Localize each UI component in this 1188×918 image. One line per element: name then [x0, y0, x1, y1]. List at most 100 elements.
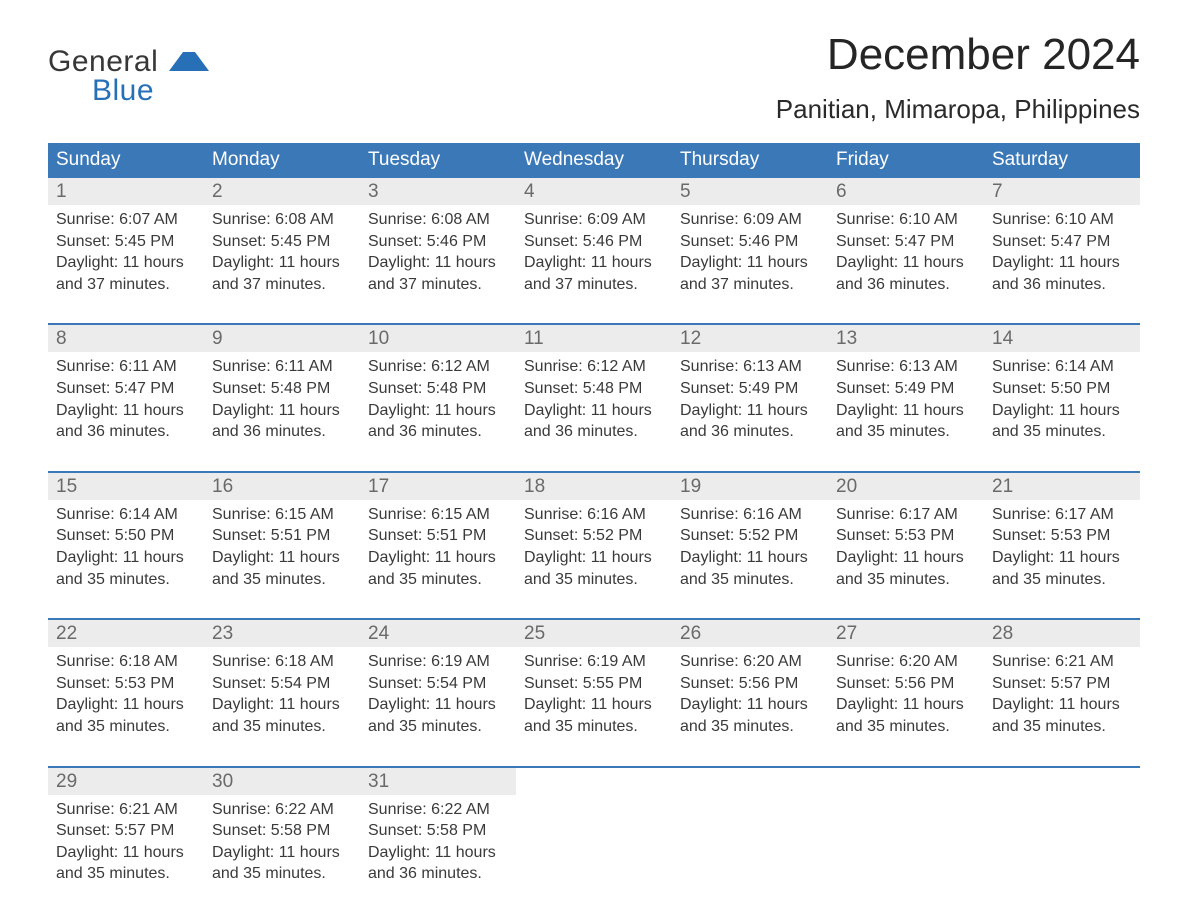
day-number: [672, 768, 828, 795]
day-cell: Sunrise: 6:17 AMSunset: 5:53 PMDaylight:…: [828, 500, 984, 619]
day-cell: [672, 795, 828, 895]
weekday-header: Sunday: [48, 143, 204, 178]
day-number: 4: [516, 178, 672, 205]
logo-line2: Blue: [92, 77, 209, 106]
day-number: 29: [48, 768, 204, 795]
day-number: 19: [672, 473, 828, 500]
day-cell: Sunrise: 6:10 AMSunset: 5:47 PMDaylight:…: [828, 205, 984, 324]
logo: General Blue: [48, 48, 209, 105]
day-number: 8: [48, 325, 204, 352]
sunset-line: Sunset: 5:46 PM: [524, 231, 664, 253]
day-number: 27: [828, 620, 984, 647]
day-cell: Sunrise: 6:20 AMSunset: 5:56 PMDaylight:…: [672, 647, 828, 766]
sunrise-line: Sunrise: 6:19 AM: [524, 651, 664, 673]
sunrise-line: Sunrise: 6:22 AM: [212, 799, 352, 821]
day-cell: Sunrise: 6:09 AMSunset: 5:46 PMDaylight:…: [516, 205, 672, 324]
sunset-line: Sunset: 5:52 PM: [524, 525, 664, 547]
daylight-line: Daylight: 11 hours and 35 minutes.: [56, 694, 196, 737]
sunset-line: Sunset: 5:45 PM: [212, 231, 352, 253]
day-number: 9: [204, 325, 360, 352]
weekday-header: Friday: [828, 143, 984, 178]
sunrise-line: Sunrise: 6:21 AM: [56, 799, 196, 821]
daylight-line: Daylight: 11 hours and 35 minutes.: [212, 547, 352, 590]
daylight-line: Daylight: 11 hours and 35 minutes.: [212, 842, 352, 885]
sunset-line: Sunset: 5:50 PM: [56, 525, 196, 547]
day-cell: Sunrise: 6:13 AMSunset: 5:49 PMDaylight:…: [672, 352, 828, 471]
weekday-header: Thursday: [672, 143, 828, 178]
day-number: 1: [48, 178, 204, 205]
day-cell: Sunrise: 6:14 AMSunset: 5:50 PMDaylight:…: [984, 352, 1140, 471]
daylight-line: Daylight: 11 hours and 36 minutes.: [212, 400, 352, 443]
sunrise-line: Sunrise: 6:08 AM: [368, 209, 508, 231]
day-cell: Sunrise: 6:11 AMSunset: 5:48 PMDaylight:…: [204, 352, 360, 471]
logo-text: General Blue: [48, 48, 209, 105]
sunrise-line: Sunrise: 6:15 AM: [212, 504, 352, 526]
day-cell: Sunrise: 6:18 AMSunset: 5:54 PMDaylight:…: [204, 647, 360, 766]
day-cell: Sunrise: 6:18 AMSunset: 5:53 PMDaylight:…: [48, 647, 204, 766]
day-number: 14: [984, 325, 1140, 352]
daylight-line: Daylight: 11 hours and 35 minutes.: [680, 694, 820, 737]
day-number: 15: [48, 473, 204, 500]
day-cell: [516, 795, 672, 895]
sunrise-line: Sunrise: 6:20 AM: [836, 651, 976, 673]
day-cell: Sunrise: 6:08 AMSunset: 5:45 PMDaylight:…: [204, 205, 360, 324]
day-cell: Sunrise: 6:21 AMSunset: 5:57 PMDaylight:…: [984, 647, 1140, 766]
sunrise-line: Sunrise: 6:21 AM: [992, 651, 1132, 673]
day-number: 18: [516, 473, 672, 500]
sunrise-line: Sunrise: 6:12 AM: [524, 356, 664, 378]
sunrise-line: Sunrise: 6:17 AM: [836, 504, 976, 526]
sunset-line: Sunset: 5:53 PM: [992, 525, 1132, 547]
day-number: 23: [204, 620, 360, 647]
daylight-line: Daylight: 11 hours and 37 minutes.: [524, 252, 664, 295]
sunset-line: Sunset: 5:46 PM: [368, 231, 508, 253]
daylight-line: Daylight: 11 hours and 35 minutes.: [836, 400, 976, 443]
day-number: 6: [828, 178, 984, 205]
day-cell: Sunrise: 6:12 AMSunset: 5:48 PMDaylight:…: [360, 352, 516, 471]
sunrise-line: Sunrise: 6:16 AM: [524, 504, 664, 526]
sunrise-line: Sunrise: 6:20 AM: [680, 651, 820, 673]
day-number: 13: [828, 325, 984, 352]
sunset-line: Sunset: 5:53 PM: [836, 525, 976, 547]
weekday-header: Monday: [204, 143, 360, 178]
day-cell: Sunrise: 6:16 AMSunset: 5:52 PMDaylight:…: [516, 500, 672, 619]
day-number: 26: [672, 620, 828, 647]
sunset-line: Sunset: 5:58 PM: [212, 820, 352, 842]
sunset-line: Sunset: 5:48 PM: [368, 378, 508, 400]
sunrise-line: Sunrise: 6:11 AM: [212, 356, 352, 378]
day-number: 21: [984, 473, 1140, 500]
day-number: 28: [984, 620, 1140, 647]
day-cell: Sunrise: 6:19 AMSunset: 5:55 PMDaylight:…: [516, 647, 672, 766]
daylight-line: Daylight: 11 hours and 36 minutes.: [524, 400, 664, 443]
daylight-line: Daylight: 11 hours and 37 minutes.: [368, 252, 508, 295]
daylight-line: Daylight: 11 hours and 35 minutes.: [524, 547, 664, 590]
day-content-row: Sunrise: 6:14 AMSunset: 5:50 PMDaylight:…: [48, 500, 1140, 619]
daylight-line: Daylight: 11 hours and 35 minutes.: [212, 694, 352, 737]
day-content-row: Sunrise: 6:07 AMSunset: 5:45 PMDaylight:…: [48, 205, 1140, 324]
sunset-line: Sunset: 5:57 PM: [56, 820, 196, 842]
sunset-line: Sunset: 5:57 PM: [992, 673, 1132, 695]
sunset-line: Sunset: 5:47 PM: [836, 231, 976, 253]
day-cell: Sunrise: 6:15 AMSunset: 5:51 PMDaylight:…: [204, 500, 360, 619]
weekday-header-row: Sunday Monday Tuesday Wednesday Thursday…: [48, 143, 1140, 178]
daylight-line: Daylight: 11 hours and 35 minutes.: [992, 694, 1132, 737]
day-content-row: Sunrise: 6:11 AMSunset: 5:47 PMDaylight:…: [48, 352, 1140, 471]
day-cell: Sunrise: 6:12 AMSunset: 5:48 PMDaylight:…: [516, 352, 672, 471]
day-number: 16: [204, 473, 360, 500]
day-number: 30: [204, 768, 360, 795]
sunrise-line: Sunrise: 6:16 AM: [680, 504, 820, 526]
title-block: December 2024 Panitian, Mimaropa, Philip…: [776, 30, 1140, 137]
sunset-line: Sunset: 5:54 PM: [368, 673, 508, 695]
daylight-line: Daylight: 11 hours and 35 minutes.: [368, 694, 508, 737]
day-number: 25: [516, 620, 672, 647]
daylight-line: Daylight: 11 hours and 36 minutes.: [56, 400, 196, 443]
daylight-line: Daylight: 11 hours and 35 minutes.: [992, 400, 1132, 443]
daylight-line: Daylight: 11 hours and 35 minutes.: [56, 842, 196, 885]
sunset-line: Sunset: 5:56 PM: [836, 673, 976, 695]
location: Panitian, Mimaropa, Philippines: [776, 94, 1140, 125]
day-cell: [828, 795, 984, 895]
sunset-line: Sunset: 5:45 PM: [56, 231, 196, 253]
day-cell: Sunrise: 6:17 AMSunset: 5:53 PMDaylight:…: [984, 500, 1140, 619]
day-number: [984, 768, 1140, 795]
daylight-line: Daylight: 11 hours and 36 minutes.: [368, 842, 508, 885]
sunrise-line: Sunrise: 6:13 AM: [680, 356, 820, 378]
